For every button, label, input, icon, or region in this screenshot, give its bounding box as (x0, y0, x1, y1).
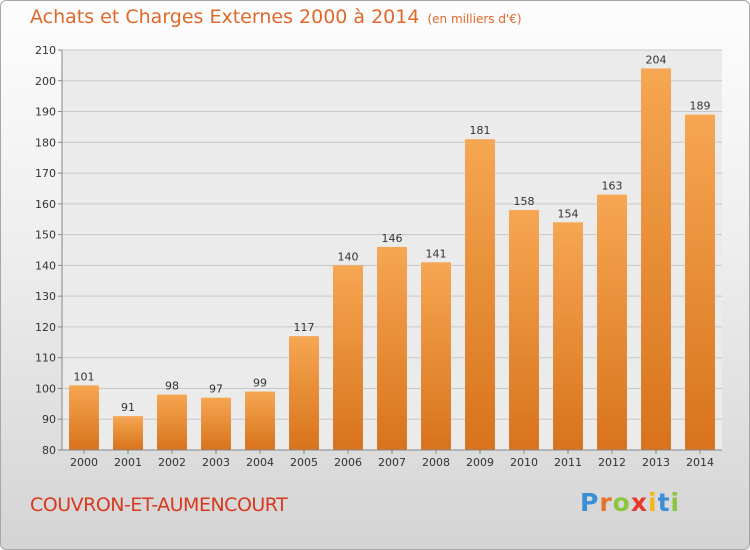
logo-letter: i (670, 488, 681, 517)
y-tick-label: 140 (35, 259, 56, 272)
bar-value-label: 140 (338, 250, 359, 263)
bar (245, 391, 275, 450)
bar-value-label: 97 (209, 383, 223, 396)
x-tick-label: 2007 (378, 456, 406, 469)
bar-value-label: 141 (426, 247, 447, 260)
logo-letter: r (599, 488, 613, 517)
x-axis: 2000 2001 2002 2003 2004 2005 2006 2007 2008 2009… (62, 449, 722, 469)
y-tick-label: 120 (35, 321, 56, 334)
bar (597, 194, 627, 450)
bar (421, 262, 451, 450)
y-tick-label: 210 (35, 44, 56, 57)
x-tick-label: 2000 (70, 456, 98, 469)
x-tick-label: 2012 (598, 456, 626, 469)
logo-letter: o (612, 488, 631, 517)
bar-value-label: 91 (121, 401, 135, 414)
bar-value-label: 189 (690, 100, 711, 113)
x-tick-label: 2014 (686, 456, 714, 469)
y-tick-label: 150 (35, 229, 56, 242)
y-tick-label: 190 (35, 106, 56, 119)
y-tick-label: 160 (35, 198, 56, 211)
bar (201, 397, 231, 450)
bar (289, 336, 319, 450)
y-tick-label: 80 (42, 444, 56, 457)
bar (157, 394, 187, 450)
bar-value-label: 181 (470, 124, 491, 137)
y-tick-label: 100 (35, 382, 56, 395)
x-tick-label: 2013 (642, 456, 670, 469)
logo-letter: t (657, 488, 671, 517)
bar (509, 210, 539, 450)
y-tick-label: 180 (35, 136, 56, 149)
bar-value-label: 204 (646, 53, 667, 66)
commune-name: COUVRON-ET-AUMENCOURT (30, 494, 288, 516)
bar-value-label: 163 (602, 180, 623, 193)
x-tick-label: 2011 (554, 456, 582, 469)
bars: 101 91 98 97 99 117 140 146 141 181 158 154 163 204 18… (69, 53, 715, 450)
bar (333, 265, 363, 450)
bar-value-label: 146 (382, 232, 403, 245)
bar-value-label: 99 (253, 377, 267, 390)
proxiti-logo: Proxiti (580, 488, 680, 517)
chart-unit: (en milliers d'€) (427, 12, 522, 26)
bar-value-label: 158 (514, 195, 535, 208)
bar-value-label: 98 (165, 380, 179, 393)
y-tick-label: 170 (35, 167, 56, 180)
y-axis: 80 90 100 110 120 130 140 150 160 170 180 190 200 210 (35, 44, 63, 457)
bar (69, 385, 99, 450)
x-tick-label: 2002 (158, 456, 186, 469)
x-tick-label: 2005 (290, 456, 318, 469)
bar (685, 114, 715, 450)
y-tick-label: 200 (35, 75, 56, 88)
x-tick-label: 2009 (466, 456, 494, 469)
chart-title: Achats et Charges Externes 2000 à 2014 (e… (30, 6, 522, 28)
x-tick-label: 2008 (422, 456, 450, 469)
bar (113, 416, 143, 450)
logo-letter: P (580, 488, 600, 517)
x-tick-label: 2001 (114, 456, 142, 469)
x-tick-label: 2006 (334, 456, 362, 469)
y-tick-label: 90 (42, 413, 56, 426)
bar (553, 222, 583, 450)
chart-title-text: Achats et Charges Externes 2000 à 2014 (30, 6, 420, 28)
logo-letter: i (648, 488, 658, 517)
bar-value-label: 101 (74, 370, 95, 383)
logo-letter: x (630, 488, 648, 517)
y-tick-label: 130 (35, 290, 56, 303)
x-tick-label: 2010 (510, 456, 538, 469)
y-tick-label: 110 (35, 352, 56, 365)
bar-value-label: 117 (294, 321, 315, 334)
bar-value-label: 154 (558, 207, 579, 220)
bar (465, 139, 495, 450)
x-tick-label: 2004 (246, 456, 274, 469)
bar (377, 246, 407, 450)
bar (641, 68, 671, 450)
x-tick-label: 2003 (202, 456, 230, 469)
